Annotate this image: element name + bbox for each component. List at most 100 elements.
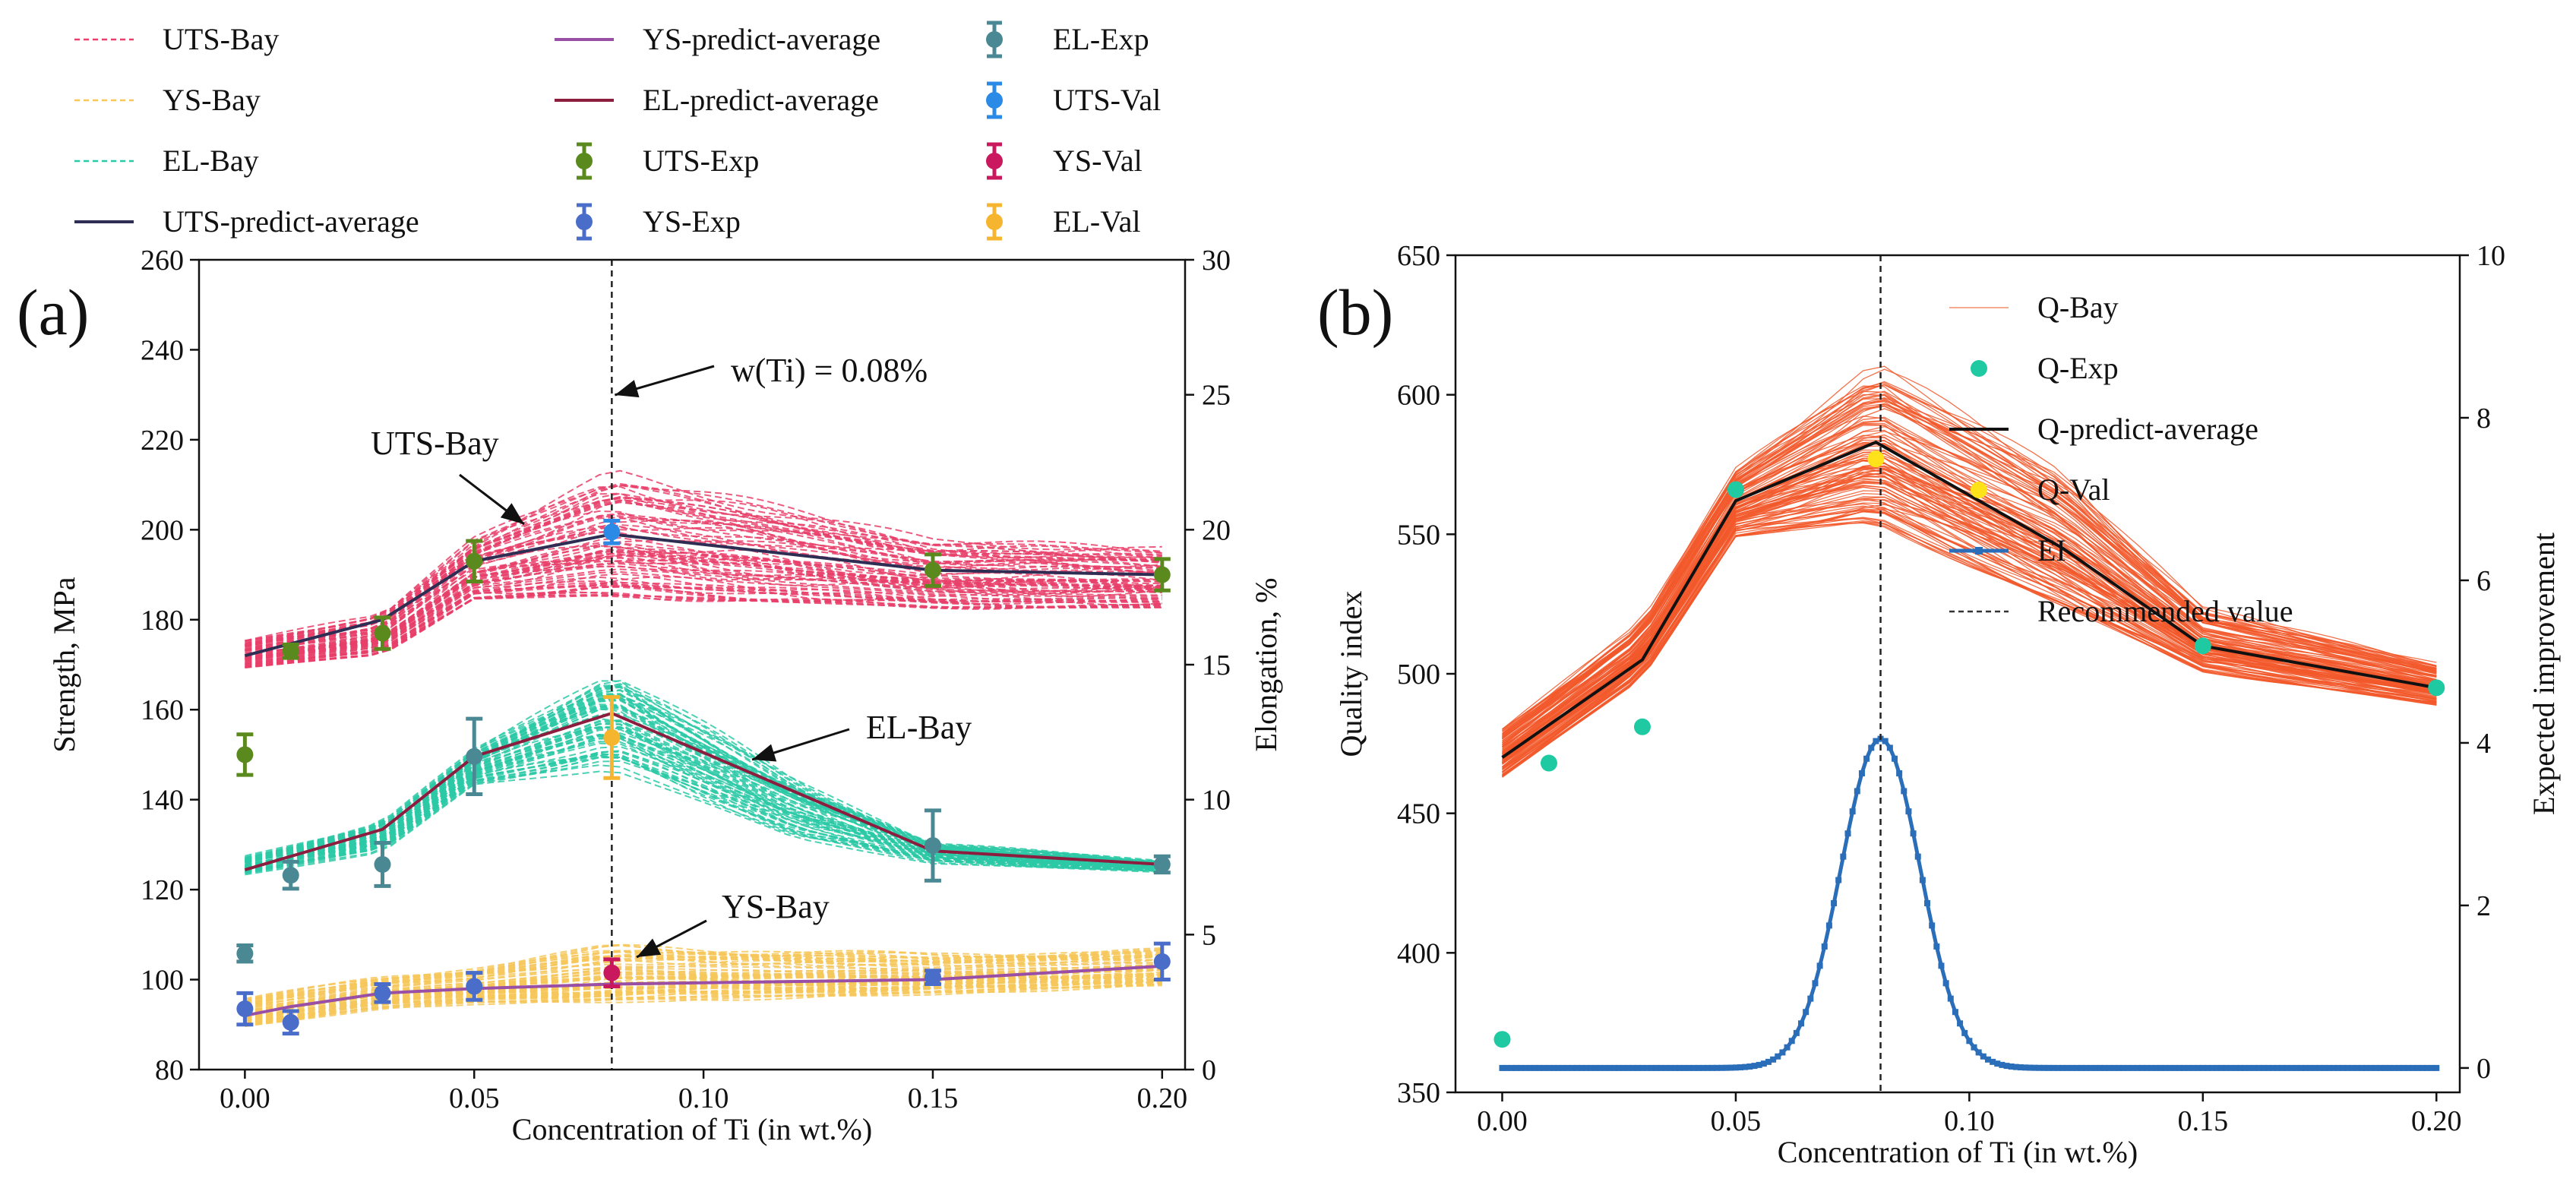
ei-point (2382, 1064, 2388, 1071)
ei-point (1999, 1061, 2005, 1068)
errorbar-point (603, 728, 621, 746)
ei-point (1527, 1064, 1534, 1071)
ei-point (1793, 1029, 1800, 1036)
band-line (1502, 486, 2437, 763)
band-line (1502, 408, 2437, 747)
ei-point (1699, 1064, 1706, 1071)
legend-label: EL-predict-average (643, 83, 879, 117)
annotation-text: YS-Bay (722, 888, 830, 925)
ei-point (2022, 1064, 2029, 1071)
ei-point (2391, 1064, 2397, 1071)
band-line (245, 955, 1162, 1007)
band-line (1502, 416, 2437, 740)
ei-point (2414, 1064, 2421, 1071)
ei-point (2293, 1064, 2299, 1071)
band-line (1502, 471, 2437, 762)
ei-point (2190, 1064, 2197, 1071)
ei-point (2214, 1064, 2220, 1071)
legend-item: UTS-Bay (74, 22, 279, 56)
ei-point (2372, 1064, 2379, 1071)
legend-item: UTS-predict-average (74, 204, 419, 239)
ei-point (2031, 1064, 2038, 1071)
ei-point (2018, 1064, 2024, 1071)
ei-point (2171, 1064, 2178, 1071)
ei-point (1681, 1064, 1688, 1071)
band-line (1502, 423, 2437, 744)
ei-point (2386, 1064, 2393, 1071)
ei-point (2251, 1064, 2258, 1071)
ei-point (1545, 1064, 1552, 1071)
legend-item: Q-predict-average (1949, 412, 2258, 446)
ei-point (2363, 1064, 2370, 1071)
ei-point (2242, 1064, 2249, 1071)
band-line (245, 679, 1162, 863)
band-line (245, 582, 1162, 665)
annotation-arrow (459, 473, 525, 526)
legend-swatch (986, 31, 1003, 48)
band-line (1502, 502, 2437, 770)
ei-point (1658, 1064, 1664, 1071)
y-tick-label: 160 (141, 694, 184, 726)
ei-point (1686, 1064, 1693, 1071)
ei-point (2227, 1064, 2234, 1071)
ei-point (1512, 1064, 1519, 1071)
ei-line (1502, 736, 2437, 1070)
band-line (245, 585, 1162, 668)
y-tick-label: 180 (141, 605, 184, 637)
ei-point (1966, 1038, 1973, 1045)
ei-point (1984, 1056, 1991, 1063)
ei-point (1882, 738, 1889, 744)
scatter-q-exp (2428, 679, 2445, 697)
ei-point (1625, 1064, 1632, 1071)
ei-point (1812, 980, 1819, 987)
band-line (245, 958, 1162, 1007)
x-tick-label: 0.05 (1711, 1105, 1762, 1137)
legend-label: EL-Val (1053, 204, 1141, 239)
band-line (245, 555, 1162, 660)
band-line (245, 482, 1162, 643)
arrow-head (752, 744, 777, 762)
ei-point (2059, 1064, 2066, 1071)
x-tick-label: 0.20 (2411, 1105, 2462, 1137)
ei-point (1971, 1044, 1977, 1051)
band-line (245, 582, 1162, 666)
band-line (245, 694, 1162, 864)
y-axis-left: 80 100 120 140 160 180 200 220 240 260 Strength, M… (47, 245, 199, 1086)
ei-point (2358, 1064, 2365, 1071)
ei-point (2167, 1064, 2173, 1071)
band-line (1502, 476, 2437, 761)
band-line (1502, 443, 2437, 751)
band-line (245, 683, 1162, 863)
band-line (1502, 393, 2437, 738)
band-line (245, 495, 1162, 646)
band-line (245, 484, 1162, 645)
band-line (245, 754, 1162, 871)
ei-point (2316, 1064, 2323, 1071)
ei-point (1560, 1064, 1566, 1071)
band-line (245, 526, 1162, 652)
band-line (1502, 425, 2437, 747)
ei-point (2078, 1064, 2085, 1071)
ei-point (2330, 1064, 2337, 1071)
ei-point (2419, 1064, 2426, 1071)
y-tick-label: 6 (2476, 565, 2491, 597)
ei-point (1592, 1064, 1599, 1071)
ei-point (2097, 1064, 2103, 1071)
legend-item: UTS-Exp (576, 142, 759, 180)
ei-point (2265, 1064, 2271, 1071)
ei-point (1821, 943, 1828, 950)
ei-point (2134, 1064, 2141, 1071)
y-tick-label: 140 (141, 785, 184, 817)
annotation-text: w(Ti) = 0.08% (731, 352, 928, 389)
band-line (245, 980, 1162, 1026)
ei-point (2218, 1064, 2225, 1071)
band-line (245, 983, 1162, 1028)
ei-point (2279, 1064, 2286, 1071)
ei-point (1929, 922, 1936, 929)
ei-point (2223, 1064, 2230, 1071)
band-line (245, 983, 1162, 1026)
scatter-q-exp (1540, 754, 1557, 772)
ei-point (1737, 1064, 1744, 1071)
ei-point (1957, 1020, 1964, 1027)
ei-point (2297, 1064, 2304, 1071)
